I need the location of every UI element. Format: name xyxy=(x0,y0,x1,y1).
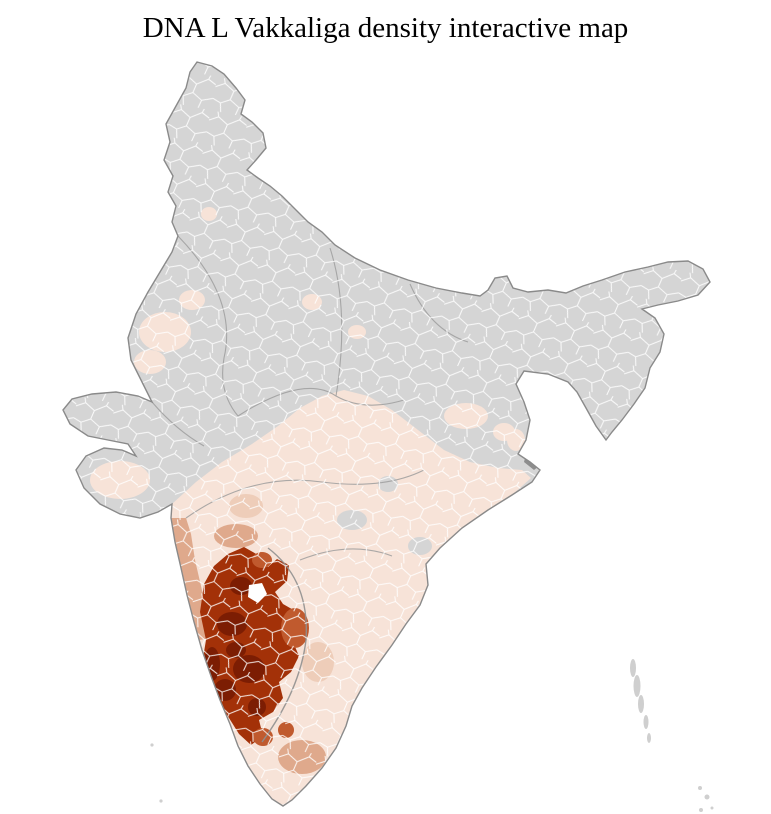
island[interactable] xyxy=(647,733,651,743)
island[interactable] xyxy=(638,695,644,713)
district-borders-texture xyxy=(63,62,710,806)
lakshadweep-specks[interactable] xyxy=(150,743,163,803)
island[interactable] xyxy=(699,808,703,812)
page-title: DNA L Vakkaliga density interactive map xyxy=(142,12,629,44)
island[interactable] xyxy=(643,715,649,729)
district-patch-northeast-speck[interactable] xyxy=(695,314,703,322)
island[interactable] xyxy=(633,675,641,697)
island[interactable] xyxy=(630,659,636,677)
andaman-nicobar-islands[interactable] xyxy=(630,659,714,812)
island[interactable] xyxy=(710,806,714,810)
island[interactable] xyxy=(150,743,154,747)
island[interactable] xyxy=(704,794,710,800)
island[interactable] xyxy=(698,786,702,790)
island[interactable] xyxy=(159,799,163,803)
india-outline xyxy=(62,61,711,807)
